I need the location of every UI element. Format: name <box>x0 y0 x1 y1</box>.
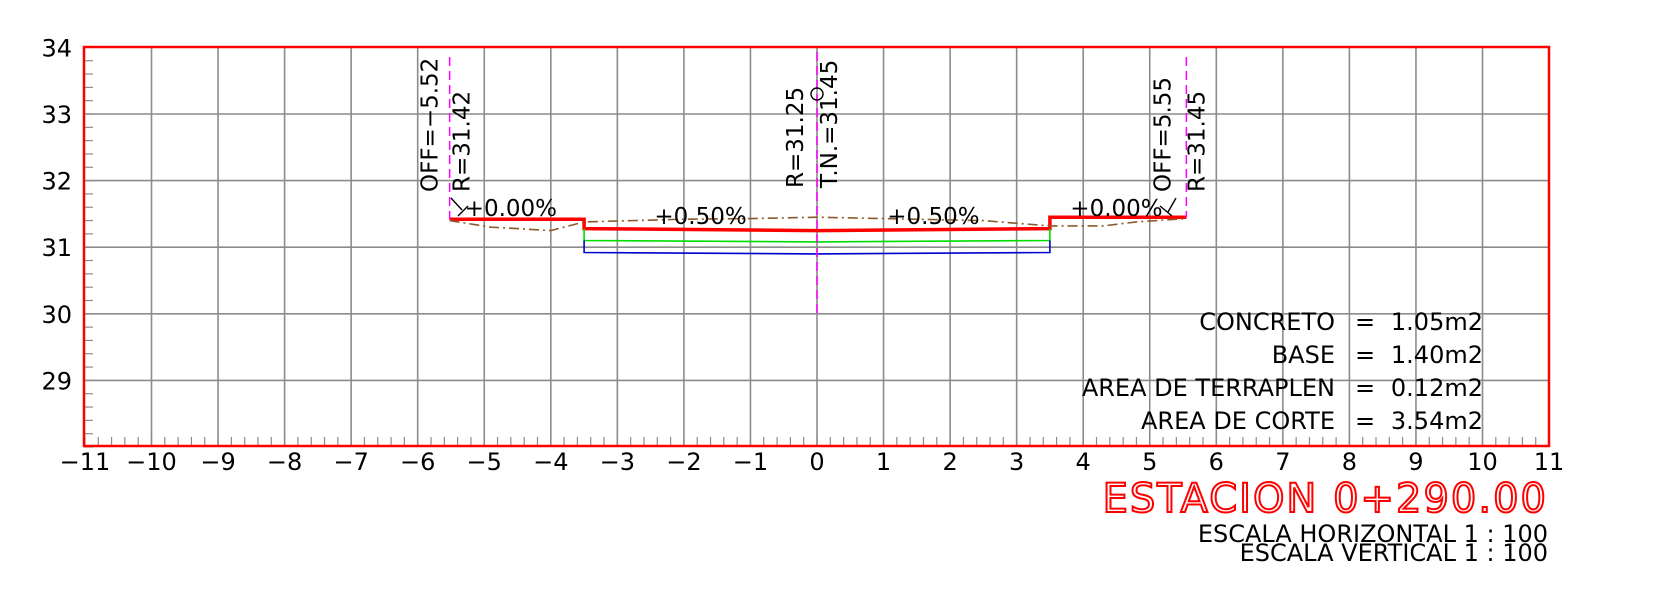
x-tick-label: −6 <box>400 448 435 476</box>
x-tick-label: 8 <box>1342 448 1357 476</box>
area-value-terraplen: 0.12m2 <box>1391 374 1483 402</box>
x-tick-label: 5 <box>1142 448 1157 476</box>
y-tick-labels: 29 30 31 32 33 34 <box>41 34 72 395</box>
y-tick-label: 29 <box>41 367 72 395</box>
area-value-base: 1.40m2 <box>1391 341 1483 369</box>
x-tick-label: −4 <box>533 448 568 476</box>
y-tick-label: 33 <box>41 101 72 129</box>
slope-annotation: +0.00% <box>1070 196 1162 222</box>
x-tick-label: −3 <box>600 448 635 476</box>
slope-marker-right <box>1159 197 1177 217</box>
centerline-symbol <box>810 87 824 101</box>
x-tick-label: 0 <box>809 448 824 476</box>
slope-marker-left <box>450 197 469 217</box>
x-tick-label: 6 <box>1209 448 1224 476</box>
x-tick-label: −10 <box>126 448 177 476</box>
rotated-annotation: OFF=−5.52 <box>418 58 444 192</box>
center-lines <box>448 52 1188 314</box>
area-label-concreto: CONCRETO <box>1199 308 1335 336</box>
area-eq-corte: = <box>1355 407 1375 435</box>
x-tick-label: 4 <box>1076 448 1091 476</box>
x-tick-label: 11 <box>1534 448 1565 476</box>
area-label-corte: AREA DE CORTE <box>1141 407 1335 435</box>
rotated-annotation: OFF=5.55 <box>1150 77 1176 192</box>
x-tick-label: −2 <box>666 448 701 476</box>
series-line-0 <box>449 215 1187 233</box>
x-tick-label: −9 <box>200 448 235 476</box>
x-tick-label: 2 <box>942 448 957 476</box>
x-tick-label: −7 <box>333 448 368 476</box>
rotated-annotation: R=31.45 <box>1184 91 1210 192</box>
area-value-concreto: 1.05m2 <box>1391 308 1483 336</box>
x-tick-label: 3 <box>1009 448 1024 476</box>
x-tick-label: 10 <box>1467 448 1498 476</box>
plot-frame <box>82 45 1551 448</box>
area-table: CONCRETO = 1.05m2 BASE = 1.40m2 AREA DE … <box>1082 308 1483 435</box>
x-tick-label: 9 <box>1408 448 1423 476</box>
x-tick-label: 1 <box>876 448 891 476</box>
slope-annotation: +0.50% <box>887 204 979 230</box>
y-tick-label: 30 <box>41 301 72 329</box>
station-title: ESTACION 0+290.00 <box>1103 476 1548 522</box>
x-tick-label: −1 <box>733 448 768 476</box>
y-tick-label: 32 <box>41 168 72 196</box>
annotations: OFF=−5.52 R=31.42 R=31.25 T.N.=31.45 OFF=5.5… <box>418 58 1211 230</box>
area-eq-concreto: = <box>1355 308 1375 336</box>
rotated-annotation: R=31.25 <box>783 87 809 188</box>
x-tick-label: 7 <box>1275 448 1290 476</box>
frame-rect <box>82 45 1551 448</box>
x-tick-label: −5 <box>467 448 502 476</box>
rotated-annotation: T.N.=31.45 <box>817 60 843 189</box>
section-lines <box>449 215 1187 255</box>
x-tick-label: −8 <box>267 448 302 476</box>
y-tick-label: 34 <box>41 34 72 62</box>
area-label-terraplen: AREA DE TERRAPLEN <box>1082 374 1335 402</box>
area-value-corte: 3.54m2 <box>1391 407 1483 435</box>
area-label-base: BASE <box>1272 341 1335 369</box>
y-tick-label: 31 <box>41 234 72 262</box>
x-tick-label: −11 <box>60 448 111 476</box>
slope-annotation: +0.50% <box>654 204 746 230</box>
rotated-annotation: R=31.42 <box>450 91 476 192</box>
area-eq-terraplen: = <box>1355 374 1375 402</box>
x-tick-labels: −11 −10 −9 −8 −7 −6 −5 −4 −3 −2 −1 0 1 2 3 4 5 6 7 8 9 10 11 <box>60 448 1565 476</box>
scale-vertical: ESCALA VERTICAL 1 : 100 <box>1240 539 1548 567</box>
series-line-3 <box>449 216 1187 232</box>
area-eq-base: = <box>1355 341 1375 369</box>
scale-horizontal: ESCALA HORIZONTAL 1 : 100 <box>1198 520 1548 548</box>
slope-annotation: +0.00% <box>465 196 557 222</box>
